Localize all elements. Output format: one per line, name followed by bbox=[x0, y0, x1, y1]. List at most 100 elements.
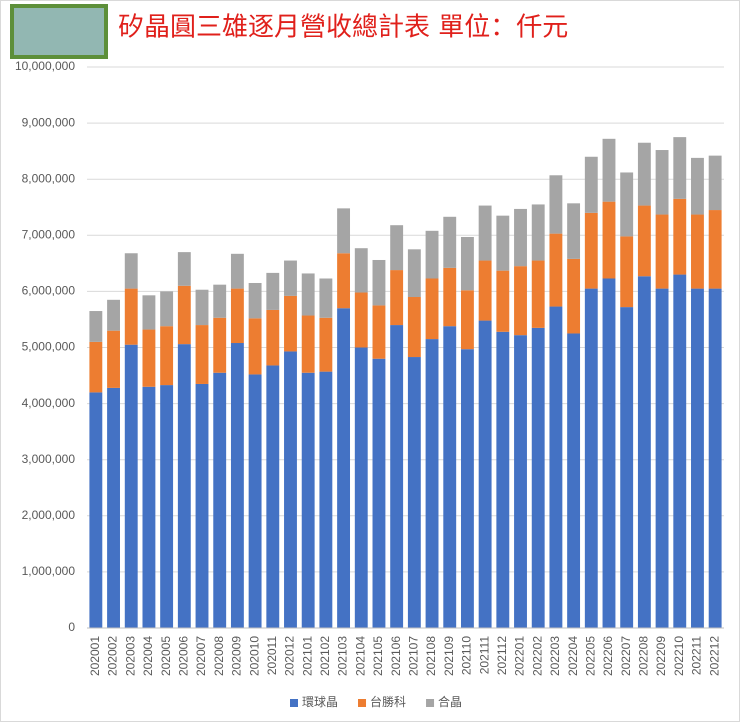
bar-segment bbox=[496, 270, 510, 332]
bar-segment bbox=[372, 305, 386, 359]
bar-segment bbox=[266, 309, 280, 366]
x-tick-label: 202012 bbox=[283, 636, 297, 676]
bar-segment bbox=[354, 347, 368, 628]
bar-segment bbox=[443, 267, 457, 327]
bar-segment bbox=[124, 288, 138, 345]
bar-segment bbox=[337, 208, 351, 254]
legend-label: 合晶 bbox=[438, 694, 462, 709]
bar-segment bbox=[460, 236, 474, 291]
bar-segment bbox=[407, 249, 421, 298]
bar-segment bbox=[708, 155, 722, 211]
bar-segment bbox=[142, 295, 156, 330]
x-tick-label: 202008 bbox=[212, 636, 226, 676]
y-tick-label: 3,000,000 bbox=[22, 452, 76, 466]
x-tick-label: 202104 bbox=[353, 636, 367, 676]
x-tick-label: 202108 bbox=[424, 636, 438, 676]
y-tick-label: 10,000,000 bbox=[15, 59, 75, 73]
bar-segment bbox=[425, 339, 439, 628]
bar-segment bbox=[407, 357, 421, 628]
y-tick-label: 0 bbox=[68, 620, 75, 634]
bar-segment bbox=[248, 374, 262, 628]
bar-segment bbox=[301, 315, 315, 373]
x-tick-label: 202005 bbox=[159, 636, 173, 676]
x-tick-label: 202204 bbox=[566, 636, 580, 676]
x-tick-label: 202010 bbox=[247, 636, 261, 676]
bar-segment bbox=[160, 291, 174, 327]
x-tick-label: 202205 bbox=[583, 636, 597, 676]
x-tick-label: 202207 bbox=[619, 636, 633, 676]
bar-segment bbox=[567, 203, 581, 259]
bar-segment bbox=[514, 335, 527, 628]
x-tick-label: 202112 bbox=[495, 636, 509, 675]
bar-segment bbox=[266, 365, 280, 628]
y-tick-label: 9,000,000 bbox=[22, 115, 76, 129]
bar-segment bbox=[319, 278, 333, 318]
bar-segment bbox=[372, 259, 386, 306]
bar-segment bbox=[390, 270, 404, 326]
bar-segment bbox=[602, 201, 616, 279]
bar-segment bbox=[460, 290, 474, 350]
bar-segment bbox=[514, 266, 527, 336]
x-tick-label: 202001 bbox=[88, 636, 102, 676]
x-tick-label: 202006 bbox=[176, 636, 190, 676]
bar-segment bbox=[301, 273, 315, 316]
x-tick-label: 202212 bbox=[707, 636, 721, 676]
bar-segment bbox=[531, 260, 545, 328]
legend-swatch bbox=[290, 699, 298, 707]
y-tick-label: 7,000,000 bbox=[22, 227, 76, 241]
bar-segment bbox=[443, 216, 457, 268]
x-tick-label: 202206 bbox=[601, 636, 615, 676]
bar-segment bbox=[177, 285, 191, 345]
bar-segment bbox=[142, 386, 156, 628]
x-tick-label: 202003 bbox=[123, 636, 137, 676]
x-tick-label: 202110 bbox=[460, 636, 474, 675]
bar-segment bbox=[673, 274, 687, 628]
x-tick-label: 202007 bbox=[194, 636, 208, 676]
x-tick-label: 202105 bbox=[371, 636, 385, 676]
bar-segment bbox=[337, 253, 351, 309]
bar-segment bbox=[160, 326, 174, 386]
bar-segment bbox=[319, 317, 333, 372]
bar-segment bbox=[266, 272, 280, 310]
bar-segment bbox=[195, 383, 209, 628]
bar-segment bbox=[691, 288, 704, 628]
y-tick-label: 2,000,000 bbox=[22, 508, 76, 522]
x-tick-label: 202201 bbox=[513, 636, 527, 676]
chart-title: 矽晶圓三雄逐月營收總計表 單位：仟元 bbox=[118, 13, 568, 43]
x-tick-label: 202109 bbox=[442, 636, 456, 676]
bar-segment bbox=[602, 138, 616, 202]
bar-segment bbox=[195, 325, 209, 384]
x-tick-label: 202211 bbox=[690, 636, 704, 675]
bar-segment bbox=[107, 330, 120, 388]
x-tick-label: 202203 bbox=[548, 636, 562, 676]
bar-segment bbox=[708, 210, 722, 289]
x-tick-label: 202103 bbox=[336, 636, 350, 676]
bar-segment bbox=[284, 295, 297, 352]
bar-segment bbox=[691, 214, 704, 289]
x-tick-label: 202210 bbox=[672, 636, 686, 676]
x-tick-label: 202106 bbox=[389, 636, 403, 676]
bar-segment bbox=[637, 205, 651, 277]
bar-segment bbox=[549, 306, 563, 628]
legend-swatch bbox=[358, 699, 367, 707]
bar-segment bbox=[460, 349, 474, 628]
bar-segment bbox=[142, 329, 156, 387]
bar-segment bbox=[584, 288, 598, 628]
bar-segment bbox=[248, 282, 262, 319]
bar-segment bbox=[301, 372, 315, 628]
bar-segment bbox=[637, 276, 651, 628]
bar-segment bbox=[620, 172, 634, 237]
bar-segment bbox=[655, 288, 669, 628]
bar-segment bbox=[160, 385, 174, 628]
bar-segment bbox=[177, 344, 191, 628]
x-tick-label: 202107 bbox=[407, 636, 421, 676]
logo-inner bbox=[14, 8, 104, 55]
bar-segment bbox=[673, 137, 687, 199]
bar-segment bbox=[584, 212, 598, 289]
bar-segment bbox=[496, 215, 510, 271]
x-tick-label: 202102 bbox=[318, 636, 332, 676]
x-tick-label: 202208 bbox=[637, 636, 651, 676]
bar-segment bbox=[390, 325, 404, 628]
bar-segment bbox=[124, 344, 138, 628]
